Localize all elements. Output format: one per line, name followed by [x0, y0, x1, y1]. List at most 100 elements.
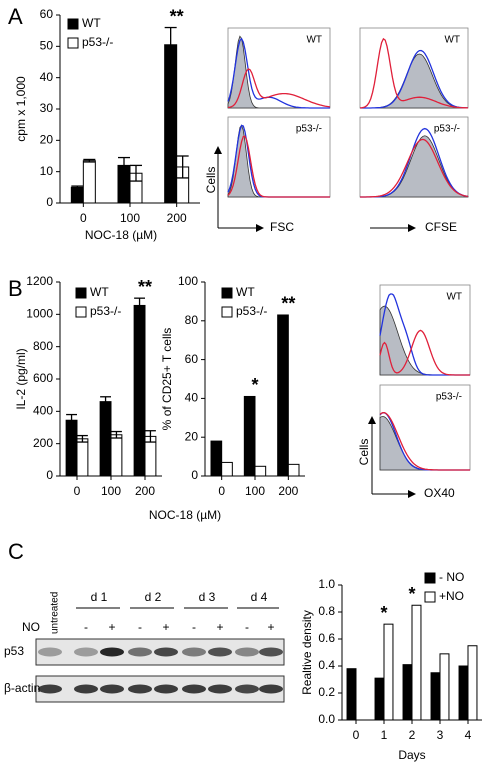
legend-swatch [67, 37, 79, 49]
bar [243, 395, 256, 477]
bar [110, 434, 123, 477]
annotation: * [408, 584, 415, 604]
error-bar [71, 185, 84, 188]
y-tick-label: 600 [33, 371, 53, 385]
arrow-head [368, 416, 376, 424]
annotation: ** [281, 294, 295, 314]
flow-curve-red [379, 412, 470, 471]
treatment-sign: - [192, 620, 196, 634]
y-tick-label: 0.6 [318, 631, 335, 645]
bar [99, 401, 112, 477]
treatment-sign: + [216, 620, 223, 634]
error-bar [118, 156, 130, 166]
legend-swatch [424, 591, 436, 603]
blot-band [100, 647, 124, 657]
bar [65, 419, 78, 477]
blot-band [154, 647, 178, 657]
error-bar [66, 413, 77, 421]
legend-label: p53-/- [236, 304, 267, 318]
y-tick-label: 20 [40, 133, 54, 147]
x-tick-label: 200 [135, 484, 155, 498]
x-tick-label: 2 [409, 728, 416, 742]
x-axis-label: NOC-18 (µM) [85, 228, 157, 242]
error-bar [111, 430, 122, 439]
y-tick-label: 60 [40, 7, 54, 21]
bar [117, 164, 131, 204]
bar [254, 465, 267, 477]
row-label: β-actin [4, 681, 40, 695]
flow-label: WT [444, 35, 460, 46]
panel-label: C [8, 539, 24, 564]
x-tick-label: 0 [80, 211, 87, 225]
x-tick-label: 200 [278, 484, 298, 498]
y-tick-label: 200 [33, 436, 53, 450]
annotation: ** [138, 277, 152, 297]
bar [467, 645, 478, 721]
bar [411, 604, 422, 721]
legend-swatch [67, 18, 79, 30]
blot-band [38, 684, 62, 694]
bar [458, 665, 469, 721]
bar [374, 677, 385, 721]
y-tick-label: 1200 [26, 274, 53, 288]
y-tick-label: 50 [40, 39, 54, 53]
arrow-head [256, 224, 264, 232]
group-label: d 4 [251, 590, 268, 604]
x-tick-label: 0 [218, 484, 225, 498]
bar [221, 461, 233, 477]
flow-curve-blue [360, 49, 468, 109]
bar [70, 186, 84, 204]
blot-band [128, 647, 152, 657]
flow-label: p53-/- [434, 124, 460, 135]
y-tick-label: 1000 [26, 307, 53, 321]
blot-band [100, 684, 124, 694]
y-tick-label: 40 [40, 70, 54, 84]
row-label: p53 [4, 644, 24, 658]
y-tick-label: 0 [46, 195, 53, 209]
x-tick-label: 0 [353, 728, 360, 742]
treatment-sign: - [245, 620, 249, 634]
error-bar [145, 430, 156, 443]
bar [277, 314, 289, 477]
panel-label: A [8, 4, 23, 29]
x-axis-label: CFSE [425, 220, 457, 234]
group-label: d 3 [199, 590, 216, 604]
flow-curve-red [227, 135, 330, 198]
legend-swatch [75, 287, 87, 299]
y-axis-label: Cells [204, 167, 218, 194]
y-tick-label: 80 [185, 313, 199, 327]
y-tick-label: 0 [46, 468, 53, 482]
bar [383, 623, 394, 721]
group-label: d 2 [145, 590, 162, 604]
x-tick-label: 100 [120, 211, 140, 225]
bar [287, 463, 300, 477]
treatment-label: NO [22, 620, 40, 634]
legend-swatch [424, 572, 436, 584]
bar [210, 440, 223, 477]
y-tick-label: 0.8 [318, 604, 335, 618]
legend-label: - NO [439, 570, 464, 584]
blot-band [182, 647, 206, 657]
treatment-sign: + [267, 620, 274, 634]
x-tick-label: 4 [465, 728, 472, 742]
y-tick-label: 0 [191, 468, 198, 482]
flow-label: WT [306, 35, 322, 46]
legend-label: WT [90, 285, 109, 299]
y-tick-label: 20 [185, 429, 199, 443]
bar [430, 672, 441, 721]
blot-band [235, 647, 259, 657]
bar [402, 664, 413, 721]
x-tick-label: 0 [74, 484, 81, 498]
y-tick-label: 0.4 [318, 658, 335, 672]
error-bar [100, 396, 111, 402]
blot-band [74, 647, 98, 657]
blot-band [74, 684, 98, 694]
blot-band [38, 647, 62, 657]
flow-label: WT [446, 292, 462, 303]
y-axis-label: cpm x 1,000 [14, 76, 28, 142]
legend-swatch [75, 306, 87, 318]
flow-label: p53-/- [436, 392, 462, 403]
arrow-head [408, 224, 416, 232]
y-axis-label: Cells [357, 439, 371, 466]
y-tick-label: 60 [185, 352, 199, 366]
